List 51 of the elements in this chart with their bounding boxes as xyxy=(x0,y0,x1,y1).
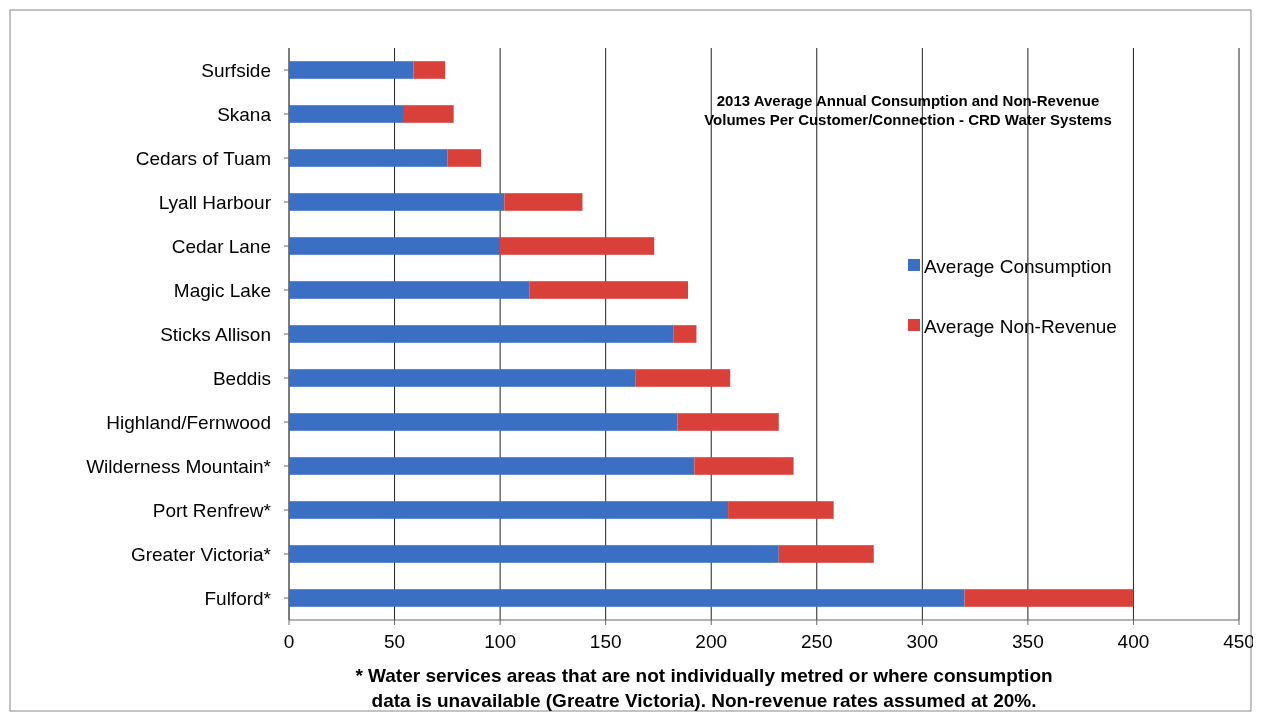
y-tick-label: Lyall Harbour xyxy=(158,191,272,213)
y-tick-label: Skana xyxy=(217,103,272,125)
text: * Water services areas that are not individually metred or where consumption data is unavailable (Greatre Victoria). Non-revenue rates assumed at 20%. xyxy=(355,665,1053,711)
legend-label: Average Non-Revenue xyxy=(924,315,1117,337)
y-tick-label: Wilderness Mountain* xyxy=(86,455,272,477)
bar xyxy=(289,369,636,387)
y-tick-label: Magic Lake xyxy=(173,279,271,301)
y-tick-label: Port Renfrew* xyxy=(152,499,272,521)
bar xyxy=(289,457,695,475)
bar xyxy=(289,545,779,563)
bar xyxy=(289,325,674,343)
bar xyxy=(413,61,446,79)
bar xyxy=(289,149,448,167)
bar xyxy=(500,237,655,255)
x-tick-label: 0 xyxy=(283,631,295,652)
bar xyxy=(964,589,1134,607)
bar xyxy=(289,61,414,79)
bar xyxy=(289,193,505,211)
y-tick-label: Fulford* xyxy=(204,587,272,609)
bar xyxy=(289,413,678,431)
x-tick-label: 100 xyxy=(484,631,516,652)
bar xyxy=(289,501,729,519)
legend-label: Average Consumption xyxy=(924,255,1112,277)
y-tick-label: Greater Victoria* xyxy=(130,543,272,565)
y-tick-label: Beddis xyxy=(212,367,271,389)
bar xyxy=(447,149,482,167)
bar xyxy=(289,589,965,607)
bar xyxy=(728,501,834,519)
x-tick-label: 350 xyxy=(1012,631,1044,652)
y-tick-label: Cedar Lane xyxy=(171,235,271,257)
x-tick-label: 200 xyxy=(695,631,728,652)
bar xyxy=(289,281,530,299)
x-tick-label: 400 xyxy=(1117,631,1150,652)
bar xyxy=(529,281,688,299)
bar xyxy=(694,457,794,475)
y-tick-label: Sticks Allison xyxy=(160,323,271,345)
y-tick-label: Cedars of Tuam xyxy=(135,147,271,169)
bar xyxy=(403,105,454,123)
bar xyxy=(504,193,583,211)
bar xyxy=(677,413,779,431)
bar xyxy=(778,545,874,563)
bar xyxy=(673,325,697,343)
x-tick-label: 150 xyxy=(589,631,622,652)
x-tick-label: 50 xyxy=(383,631,406,652)
bar xyxy=(289,105,403,123)
x-tick-label: 300 xyxy=(906,631,939,652)
y-tick-label: Surfside xyxy=(201,59,271,81)
bar xyxy=(635,369,731,387)
x-tick-label: 250 xyxy=(800,631,833,652)
y-tick-label: Highland/Fernwood xyxy=(106,411,271,433)
bar xyxy=(289,237,501,255)
